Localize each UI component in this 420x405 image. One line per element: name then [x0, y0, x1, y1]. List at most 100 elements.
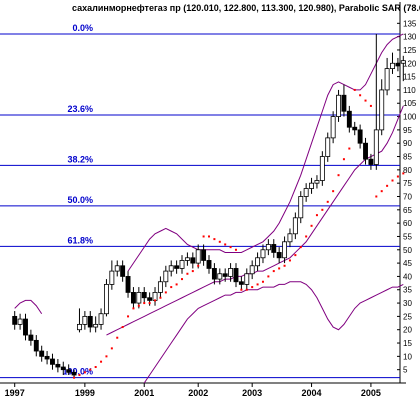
sar-dot	[213, 238, 216, 241]
sar-dot	[299, 246, 302, 249]
candle-body	[39, 350, 45, 357]
candle-body	[379, 89, 385, 131]
candle-body	[17, 318, 23, 325]
sar-dot	[240, 288, 243, 291]
candle-body	[147, 297, 153, 301]
sar-dot	[181, 278, 184, 281]
y-tick-label: 85	[403, 153, 412, 162]
sar-dot	[326, 200, 329, 203]
candle-body	[282, 241, 288, 259]
candle-body	[23, 318, 28, 336]
candle-body	[55, 363, 61, 368]
sar-dot	[105, 355, 108, 358]
y-tick-label: 80	[403, 166, 412, 175]
sar-dot	[121, 326, 124, 329]
candle-body	[373, 129, 379, 165]
candle-body	[60, 366, 66, 371]
candle-body	[319, 156, 325, 181]
candle-body	[179, 260, 185, 269]
sar-dot	[148, 302, 151, 305]
sar-dot	[396, 175, 399, 178]
overlay-line	[14, 33, 404, 315]
y-tick-label: 135	[403, 19, 417, 28]
fib-label: 50.0%	[67, 195, 93, 205]
candle-body	[352, 126, 358, 131]
sar-dot	[245, 288, 248, 291]
candle-body	[249, 265, 255, 275]
candle-body	[400, 60, 406, 64]
sar-dot	[294, 254, 297, 257]
y-tick-label: 25	[403, 312, 412, 321]
sar-dot	[234, 248, 237, 251]
fib-label: 38.2%	[67, 154, 93, 164]
sar-dot	[251, 286, 254, 289]
candle-body	[77, 323, 82, 331]
sar-dot	[143, 302, 146, 305]
candle-body	[346, 110, 352, 128]
y-tick-label: 115	[403, 73, 416, 82]
y-tick-label: 105	[403, 99, 417, 108]
candle-body	[98, 313, 104, 325]
sar-dot	[332, 190, 335, 193]
sar-dot	[386, 184, 389, 187]
candle-body	[265, 244, 271, 251]
y-tick-label: 100	[403, 113, 417, 122]
y-tick-label: 50	[403, 246, 412, 255]
x-tick-label: 2003	[242, 388, 262, 398]
sar-dot	[197, 264, 200, 267]
sar-dot	[310, 224, 313, 227]
candle-body	[395, 62, 401, 67]
y-tick-label: 65	[403, 206, 412, 215]
sar-dot	[321, 208, 324, 211]
candle-body	[325, 137, 331, 157]
sar-dot	[116, 336, 119, 339]
sar-dot	[89, 368, 92, 371]
sar-dot	[256, 283, 259, 286]
y-tick-label: 70	[403, 192, 412, 201]
candle-body	[120, 265, 126, 277]
candle-body	[363, 142, 368, 160]
sar-dot	[132, 307, 135, 310]
x-tick-label: 2002	[188, 388, 208, 398]
candle-body	[163, 270, 169, 283]
sar-dot	[364, 99, 367, 102]
candle-body	[222, 273, 228, 277]
candle-body	[130, 292, 136, 304]
candle-body	[104, 284, 109, 315]
y-tick-label: 130	[403, 33, 417, 42]
sar-dot	[100, 360, 103, 363]
sar-dot	[337, 174, 340, 177]
candle-body	[125, 276, 131, 293]
candle-body	[211, 268, 217, 280]
y-tick-label: 110	[403, 86, 416, 95]
sar-dot	[202, 235, 205, 238]
candle-body	[217, 273, 223, 280]
sar-dot	[186, 272, 189, 275]
candle-body	[233, 268, 239, 283]
candle-body	[28, 334, 34, 341]
sar-dot	[359, 94, 362, 97]
candle-body	[368, 158, 374, 165]
y-tick-label: 120	[403, 59, 417, 68]
sar-dot	[73, 376, 76, 379]
y-tick-label: 45	[403, 259, 412, 268]
sar-dot	[369, 104, 372, 107]
sar-dot	[278, 267, 281, 270]
fib-label: 0.0%	[72, 23, 93, 33]
sar-dot	[208, 235, 210, 238]
y-tick-label: 75	[403, 179, 412, 188]
y-tick-label: 30	[403, 299, 412, 308]
candle-body	[292, 217, 298, 235]
sar-dot	[261, 280, 264, 283]
candle-body	[184, 257, 190, 261]
sar-dot	[170, 286, 173, 289]
candle-body	[244, 273, 250, 285]
candle-body	[201, 249, 207, 261]
candle-body	[260, 249, 266, 259]
x-tick-label: 2005	[361, 388, 381, 398]
candle-body	[341, 94, 347, 112]
candle-body	[44, 355, 50, 360]
sar-dot	[154, 299, 157, 302]
